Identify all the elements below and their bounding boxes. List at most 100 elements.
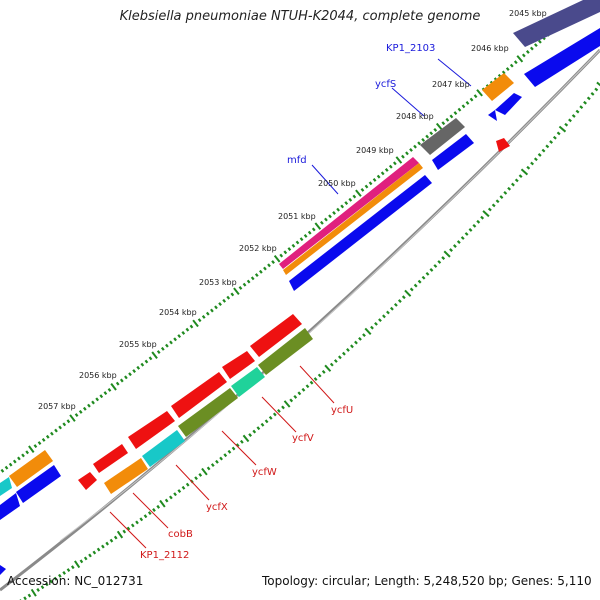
tick-minor — [132, 369, 136, 373]
gene-feature-blue[interactable] — [432, 134, 474, 170]
gene-label[interactable]: ycfU — [331, 405, 353, 416]
tick-minor — [382, 314, 386, 319]
gene-feature-red[interactable] — [93, 444, 128, 473]
tick-minor — [405, 151, 409, 156]
gene-feature-blue[interactable] — [495, 93, 522, 115]
gene-feature-navy[interactable] — [513, 0, 600, 47]
tick-minor — [122, 529, 127, 534]
tick-minor — [397, 299, 402, 303]
tick-minor — [487, 207, 492, 212]
gene-feature-red[interactable] — [222, 351, 255, 379]
tick-minor — [307, 230, 312, 235]
tick-minor — [429, 268, 434, 272]
gene-label[interactable]: ycfW — [252, 467, 277, 478]
tick-minor — [143, 514, 148, 519]
tick-minor — [529, 46, 534, 51]
tick-minor — [507, 186, 512, 191]
gene-feature-orange[interactable] — [104, 458, 148, 494]
gene-label[interactable]: KP1_2103 — [386, 43, 435, 54]
gene-label[interactable]: mfd — [287, 155, 307, 166]
tick-minor — [8, 462, 13, 467]
tick-minor — [105, 541, 109, 546]
tick-minor — [338, 355, 342, 360]
tick-minor — [45, 434, 50, 439]
gene-feature-blue[interactable] — [289, 175, 432, 291]
kbp-label: 2045 kbp — [509, 9, 547, 18]
gene-feature-cyan[interactable] — [142, 430, 185, 467]
gene-feature-gray[interactable] — [420, 118, 465, 155]
tick-minor — [33, 444, 38, 449]
gene-feature-red[interactable] — [250, 314, 302, 357]
tick-minor — [136, 365, 141, 370]
tick-minor — [499, 195, 504, 199]
tick-minor — [354, 340, 358, 345]
kbp-label: 2052 kbp — [239, 244, 277, 253]
gene-feature-red[interactable] — [496, 138, 510, 152]
tick-minor — [586, 96, 591, 101]
gene-label[interactable]: cobB — [168, 529, 193, 540]
tick-minor — [62, 570, 66, 575]
tick-major — [242, 434, 250, 443]
topology-label: Topology: circular; Length: 5,248,520 bp… — [262, 574, 592, 588]
tick-minor — [374, 321, 378, 326]
tick-minor — [259, 269, 263, 274]
tick-minor — [449, 114, 454, 119]
tick-minor — [144, 359, 149, 364]
tick-major — [395, 156, 403, 164]
tick-minor — [189, 324, 194, 329]
tick-minor — [514, 178, 519, 183]
gene-feature-blue[interactable] — [0, 565, 6, 575]
tick-minor — [181, 330, 186, 335]
tick-minor — [465, 101, 470, 105]
gene-feature-blue[interactable] — [524, 28, 600, 87]
gene-feature-orange[interactable] — [9, 450, 53, 487]
tick-minor — [301, 387, 306, 392]
tick-minor — [240, 439, 244, 444]
gene-feature-blue[interactable] — [16, 465, 61, 503]
gene-feature-red[interactable] — [171, 372, 227, 418]
gene-feature-cyan[interactable] — [0, 477, 12, 496]
tick-major — [110, 383, 117, 391]
gene-feature-teal[interactable] — [231, 367, 265, 397]
gene-feature-olive[interactable] — [178, 388, 238, 437]
tick-minor — [78, 409, 83, 414]
gene-label[interactable]: ycfX — [206, 502, 228, 513]
tick-minor — [480, 215, 485, 220]
tick-major — [69, 414, 76, 422]
tick-minor — [534, 43, 538, 48]
tick-major — [116, 530, 124, 539]
tick-minor — [254, 273, 259, 277]
tick-minor — [70, 565, 75, 570]
gene-label[interactable]: ycfV — [292, 433, 314, 444]
gene-feature-orange[interactable] — [482, 73, 514, 101]
gene-feature-olive[interactable] — [258, 328, 313, 375]
tick-minor — [194, 476, 198, 481]
tick-minor — [437, 260, 442, 264]
tick-minor — [590, 92, 595, 96]
tick-minor — [272, 412, 277, 417]
tick-minor — [82, 406, 87, 411]
tick-minor — [169, 495, 173, 500]
tick-major — [404, 289, 412, 297]
gene-feature-blue[interactable] — [488, 110, 497, 121]
gene-label[interactable]: KP1_2112 — [140, 550, 189, 561]
gene-feature-magenta[interactable] — [279, 157, 419, 269]
gene-label[interactable]: ycfS — [375, 79, 396, 90]
tick-minor — [58, 573, 62, 578]
tick-minor — [441, 256, 446, 260]
tick-minor — [293, 394, 298, 399]
gene-feature-orange[interactable] — [283, 163, 423, 275]
tick-minor — [156, 504, 161, 509]
tick-minor — [568, 118, 572, 123]
tick-minor — [441, 121, 446, 126]
genome-title: Klebsiella pneumoniae NTUH-K2044, comple… — [119, 9, 481, 24]
tick-minor — [297, 391, 302, 396]
gene-feature-blue[interactable] — [0, 493, 20, 520]
tick-minor — [358, 336, 362, 341]
tick-minor — [324, 217, 328, 222]
tick-minor — [305, 384, 310, 389]
gene-feature-red[interactable] — [128, 411, 175, 449]
gene-feature-red[interactable] — [78, 472, 97, 490]
